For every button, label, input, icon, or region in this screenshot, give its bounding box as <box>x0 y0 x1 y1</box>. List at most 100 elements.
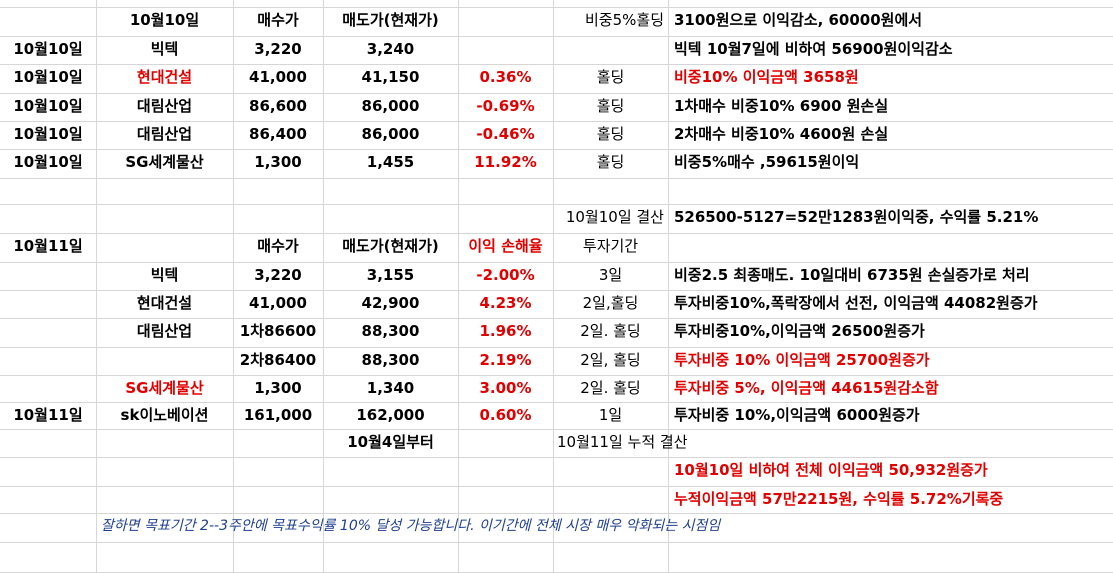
column-gridline <box>233 0 234 572</box>
sheet-cell[interactable]: 10월10일 <box>13 97 83 115</box>
sheet-cell[interactable]: 현대건설 <box>136 68 193 86</box>
sheet-cell[interactable]: 1일 <box>598 406 623 424</box>
sheet-cell[interactable]: 10월11일 누적 결산 <box>557 433 688 451</box>
sheet-cell[interactable]: 홀딩 <box>596 97 625 115</box>
row-gridline <box>0 36 1113 37</box>
sheet-cell[interactable]: 누적이익금액 57만2215원, 수익률 5.72%기록중 <box>674 490 1004 508</box>
sheet-cell[interactable]: 1차86600 <box>239 322 317 340</box>
sheet-cell[interactable]: 대림산업 <box>136 97 193 115</box>
sheet-cell[interactable]: -0.46% <box>476 125 535 143</box>
sheet-cell[interactable]: 3,155 <box>366 266 415 284</box>
sheet-cell[interactable]: 매수가 <box>257 11 299 29</box>
sheet-cell[interactable]: 162,000 <box>356 406 425 424</box>
sheet-cell[interactable]: 10월10일 <box>13 125 83 143</box>
sheet-cell[interactable]: 2일, 홀딩 <box>580 351 641 369</box>
sheet-cell[interactable]: 86,600 <box>249 97 307 115</box>
sheet-cell[interactable]: 88,300 <box>361 322 420 340</box>
row-gridline <box>0 318 1113 319</box>
sheet-cell[interactable]: 1,340 <box>366 379 415 397</box>
sheet-cell[interactable]: 86,000 <box>361 125 420 143</box>
sheet-cell[interactable]: 1차매수 비중10% 6900 원손실 <box>674 97 889 115</box>
sheet-cell[interactable]: 투자비중 10% 이익금액 25700원증가 <box>674 351 930 369</box>
sheet-cell[interactable]: 41,000 <box>249 294 307 312</box>
sheet-cell[interactable]: 대림산업 <box>136 125 193 143</box>
sheet-cell[interactable]: 2차매수 비중10% 4600원 손실 <box>674 125 889 143</box>
sheet-cell[interactable]: 4.23% <box>479 294 532 312</box>
sheet-cell[interactable]: 3.00% <box>479 379 532 397</box>
sheet-cell[interactable]: 41,150 <box>361 68 420 86</box>
sheet-cell[interactable]: 0.60% <box>479 406 532 424</box>
sheet-cell[interactable]: 10월10일 <box>13 153 83 171</box>
row-gridline <box>0 7 1113 8</box>
sheet-cell[interactable]: SG세계물산 <box>125 379 204 397</box>
sheet-cell[interactable]: 10월10일 <box>13 68 83 86</box>
sheet-cell[interactable]: 투자비중 10%,이익금액 6000원증가 <box>674 406 920 424</box>
sheet-cell[interactable]: 161,000 <box>243 406 313 424</box>
row-gridline <box>0 149 1113 150</box>
row-gridline <box>0 457 1113 458</box>
sheet-cell[interactable]: 41,000 <box>249 68 307 86</box>
sheet-cell[interactable]: 투자비중10%,폭락장에서 선전, 이익금액 44082원증가 <box>674 294 1038 312</box>
sheet-cell[interactable]: 홀딩 <box>596 68 625 86</box>
sheet-cell[interactable]: -2.00% <box>476 266 535 284</box>
sheet-cell[interactable]: -0.69% <box>476 97 535 115</box>
row-gridline <box>0 402 1113 403</box>
sheet-cell[interactable]: 3,240 <box>366 40 415 58</box>
sheet-cell[interactable]: 1,455 <box>366 153 415 171</box>
row-gridline <box>0 375 1113 376</box>
row-gridline <box>0 429 1113 430</box>
sheet-cell[interactable]: 2일. 홀딩 <box>580 379 641 397</box>
sheet-cell[interactable]: 투자기간 <box>582 237 639 255</box>
sheet-cell[interactable]: 10월11일 <box>13 406 83 424</box>
sheet-cell[interactable]: 매도가(현재가) <box>342 237 439 255</box>
sheet-cell[interactable]: 88,300 <box>361 351 420 369</box>
sheet-cell[interactable]: 10월11일 <box>13 237 83 255</box>
sheet-cell[interactable]: 3,220 <box>254 40 302 58</box>
sheet-cell[interactable]: 빅텍 10월7일에 비하여 56900원이익감소 <box>674 40 953 58</box>
row-gridline <box>0 486 1113 487</box>
sheet-cell[interactable]: 비중5%매수 ,59615원이익 <box>674 153 860 171</box>
sheet-cell[interactable]: 2차86400 <box>239 351 317 369</box>
sheet-cell[interactable]: 10월10일 결산 <box>565 208 664 226</box>
row-gridline <box>0 204 1113 205</box>
sheet-cell[interactable]: 42,900 <box>361 294 420 312</box>
sheet-cell[interactable]: 잘하면 목표기간 2--3주안에 목표수익률 10% 달성 가능합니다. 이기간… <box>101 518 721 534</box>
sheet-cell[interactable]: 2일,홀딩 <box>582 294 639 312</box>
sheet-cell[interactable]: 비중10% 이익금액 3658원 <box>674 68 859 86</box>
sheet-cell[interactable]: 빅텍 <box>150 266 179 284</box>
sheet-cell[interactable]: 대림산업 <box>136 322 193 340</box>
sheet-cell[interactable]: 이익 손해율 <box>468 237 543 255</box>
sheet-cell[interactable]: 비중2.5 최종매도. 10일대비 6735원 손실증가로 처리 <box>674 266 1030 284</box>
sheet-cell[interactable]: 10월10일 <box>13 40 83 58</box>
sheet-cell[interactable]: 홀딩 <box>596 153 625 171</box>
sheet-cell[interactable]: 1,300 <box>254 379 302 397</box>
sheet-cell[interactable]: 1.96% <box>479 322 532 340</box>
sheet-cell[interactable]: sk이노베이션 <box>120 406 209 424</box>
sheet-cell[interactable]: 10월10일 <box>129 11 200 29</box>
sheet-cell[interactable]: 매수가 <box>257 237 299 255</box>
sheet-cell[interactable]: 10월4일부터 <box>347 433 434 451</box>
row-gridline <box>0 290 1113 291</box>
sheet-cell[interactable]: 2.19% <box>479 351 532 369</box>
sheet-cell[interactable]: 86,400 <box>249 125 307 143</box>
sheet-cell[interactable]: 현대건설 <box>136 294 193 312</box>
sheet-cell[interactable]: 매도가(현재가) <box>342 11 439 29</box>
column-gridline <box>458 0 459 572</box>
sheet-cell[interactable]: 11.92% <box>474 153 537 171</box>
sheet-cell[interactable]: 투자비중10%,이익금액 26500원증가 <box>674 322 925 340</box>
sheet-cell[interactable]: 3100원으로 이익감소, 60000원에서 <box>674 11 923 29</box>
sheet-cell[interactable]: 2일. 홀딩 <box>580 322 641 340</box>
sheet-cell[interactable]: 투자비중 5%, 이익금액 44615원감소함 <box>674 379 939 397</box>
sheet-cell[interactable]: 3일 <box>598 266 623 284</box>
sheet-cell[interactable]: 10월10일 비하여 전체 이익금액 50,932원증가 <box>674 461 988 479</box>
sheet-cell[interactable]: 비중5%홀딩 <box>585 11 664 29</box>
sheet-cell[interactable]: 홀딩 <box>596 125 625 143</box>
row-gridline <box>0 262 1113 263</box>
sheet-cell[interactable]: SG세계물산 <box>125 153 204 171</box>
sheet-cell[interactable]: 526500-5127=52만1283원이익중, 수익률 5.21% <box>674 208 1039 226</box>
sheet-cell[interactable]: 0.36% <box>479 68 532 86</box>
sheet-cell[interactable]: 1,300 <box>254 153 302 171</box>
sheet-cell[interactable]: 빅텍 <box>150 40 179 58</box>
sheet-cell[interactable]: 3,220 <box>254 266 302 284</box>
sheet-cell[interactable]: 86,000 <box>361 97 420 115</box>
